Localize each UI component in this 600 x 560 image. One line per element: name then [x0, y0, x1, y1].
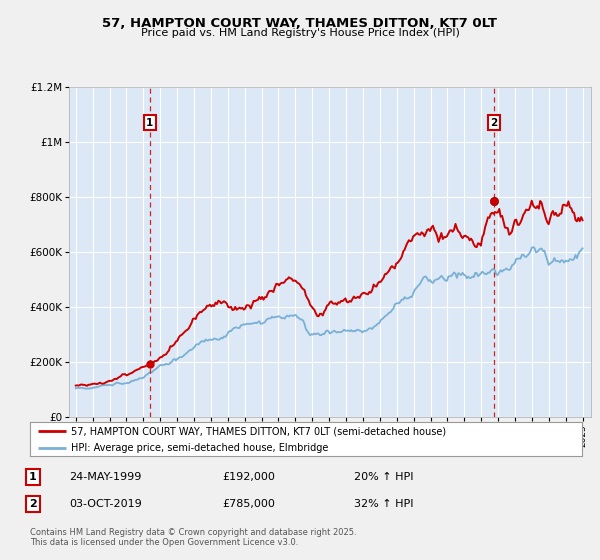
Text: 24-MAY-1999: 24-MAY-1999 — [69, 472, 142, 482]
Text: 57, HAMPTON COURT WAY, THAMES DITTON, KT7 0LT (semi-detached house): 57, HAMPTON COURT WAY, THAMES DITTON, KT… — [71, 426, 446, 436]
Text: 03-OCT-2019: 03-OCT-2019 — [69, 499, 142, 509]
Text: 2: 2 — [29, 499, 37, 509]
Text: HPI: Average price, semi-detached house, Elmbridge: HPI: Average price, semi-detached house,… — [71, 443, 329, 452]
Text: 1: 1 — [146, 118, 154, 128]
Text: 57, HAMPTON COURT WAY, THAMES DITTON, KT7 0LT: 57, HAMPTON COURT WAY, THAMES DITTON, KT… — [103, 17, 497, 30]
Text: £785,000: £785,000 — [222, 499, 275, 509]
Text: £192,000: £192,000 — [222, 472, 275, 482]
Text: 1: 1 — [29, 472, 37, 482]
Text: Contains HM Land Registry data © Crown copyright and database right 2025.
This d: Contains HM Land Registry data © Crown c… — [30, 528, 356, 547]
Text: 2: 2 — [490, 118, 497, 128]
Text: Price paid vs. HM Land Registry's House Price Index (HPI): Price paid vs. HM Land Registry's House … — [140, 28, 460, 38]
Text: 32% ↑ HPI: 32% ↑ HPI — [354, 499, 413, 509]
Text: 20% ↑ HPI: 20% ↑ HPI — [354, 472, 413, 482]
